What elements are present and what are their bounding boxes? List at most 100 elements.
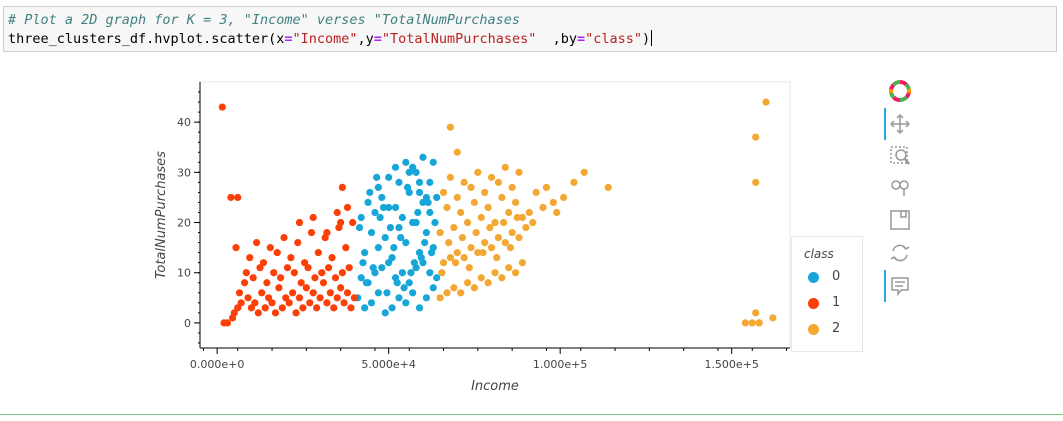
scatter-point-class-0 bbox=[415, 188, 424, 197]
scatter-point-class-2 bbox=[453, 193, 461, 202]
scatter-point-class-0 bbox=[427, 249, 436, 257]
bokeh-logo-icon[interactable] bbox=[888, 79, 912, 103]
scatter-point-class-2 bbox=[453, 249, 461, 257]
scatter-point-class-0 bbox=[409, 289, 417, 297]
y-tick-label: 20 bbox=[177, 217, 191, 230]
scatter-point-class-2 bbox=[501, 163, 509, 171]
scatter-point-class-0 bbox=[378, 264, 386, 272]
scatter-point-class-0 bbox=[386, 223, 394, 232]
scatter-point-class-1 bbox=[287, 254, 295, 262]
scatter-point-class-2 bbox=[748, 319, 756, 327]
code-cell[interactable]: # Plot a 2D graph for K = 3, "Income" ve… bbox=[3, 6, 1057, 52]
scatter-point-class-0 bbox=[374, 183, 382, 191]
scatter-point-class-0 bbox=[398, 269, 406, 277]
scatter-point-class-1 bbox=[234, 193, 242, 202]
scatter-point-class-1 bbox=[263, 279, 271, 287]
scatter-point-class-2 bbox=[542, 183, 551, 191]
scatter-point-class-1 bbox=[292, 309, 300, 317]
plot-toolbar bbox=[882, 74, 918, 374]
scatter-point-class-2 bbox=[472, 228, 480, 237]
scatter-point-class-1 bbox=[325, 264, 333, 272]
scatter-point-class-2 bbox=[498, 274, 506, 282]
scatter-point-class-1 bbox=[338, 183, 346, 191]
scatter-point-class-2 bbox=[460, 178, 468, 186]
scatter-point-class-2 bbox=[741, 319, 750, 327]
scatter-point-class-0 bbox=[391, 163, 400, 171]
scatter-point-class-2 bbox=[498, 193, 506, 202]
scatter-point-class-0 bbox=[422, 193, 430, 202]
scatter-point-class-2 bbox=[450, 284, 458, 292]
hover-tool-icon[interactable] bbox=[884, 270, 912, 302]
scatter-point-class-1 bbox=[295, 294, 304, 302]
scatter-point-class-1 bbox=[266, 244, 274, 252]
scatter-point-class-0 bbox=[388, 304, 396, 312]
scatter-point-class-2 bbox=[491, 269, 499, 277]
scatter-point-class-0 bbox=[426, 178, 434, 186]
code-line-2: three_clusters_df.hvplot.scatter(x="Inco… bbox=[8, 30, 653, 47]
scatter-point-class-2 bbox=[457, 208, 465, 217]
scatter-point-class-2 bbox=[604, 183, 612, 191]
scatter-point-class-1 bbox=[309, 213, 317, 222]
box-zoom-icon[interactable] bbox=[888, 144, 912, 168]
scatter-point-class-2 bbox=[769, 314, 777, 322]
scatter-point-class-2 bbox=[529, 218, 537, 227]
scatter-point-class-2 bbox=[467, 183, 475, 191]
scatter-point-class-0 bbox=[405, 168, 413, 176]
scatter-point-class-0 bbox=[367, 228, 376, 237]
scatter-point-class-1 bbox=[319, 279, 328, 287]
scatter-point-class-0 bbox=[362, 279, 370, 287]
scatter-point-class-2 bbox=[752, 178, 760, 186]
save-icon[interactable] bbox=[888, 208, 912, 232]
scatter-point-class-2 bbox=[506, 244, 515, 252]
scatter-point-class-2 bbox=[762, 98, 770, 106]
scatter-point-class-2 bbox=[467, 244, 475, 252]
scatter-point-class-0 bbox=[405, 279, 413, 287]
scatter-point-class-0 bbox=[415, 178, 424, 186]
legend-swatch-2 bbox=[808, 324, 819, 335]
scatter-point-class-2 bbox=[491, 218, 499, 227]
scatter-point-class-2 bbox=[439, 188, 448, 197]
scatter-point-class-2 bbox=[511, 269, 520, 277]
scatter-point-class-1 bbox=[242, 269, 250, 277]
scatter-point-class-2 bbox=[508, 183, 516, 191]
scatter-point-class-0 bbox=[403, 183, 412, 191]
scatter-point-class-2 bbox=[518, 213, 527, 222]
scatter-point-class-2 bbox=[539, 203, 547, 212]
scatter-point-class-2 bbox=[487, 244, 496, 252]
scatter-point-class-1 bbox=[343, 203, 352, 212]
scatter-plot[interactable]: 0 10 20 30 40 0.000e+0 5.000e+4 1.000e+5 1.500e+… bbox=[0, 52, 880, 412]
scatter-point-class-2 bbox=[443, 289, 451, 297]
scatter-point-class-0 bbox=[357, 274, 365, 282]
legend-title: class bbox=[804, 247, 834, 261]
scatter-point-class-1 bbox=[283, 264, 292, 272]
cell-divider bbox=[0, 414, 1063, 415]
scatter-point-class-0 bbox=[374, 289, 382, 297]
scatter-point-class-1 bbox=[227, 193, 235, 202]
scatter-point-class-2 bbox=[511, 198, 520, 207]
scatter-point-class-0 bbox=[407, 269, 415, 277]
scatter-point-class-1 bbox=[333, 208, 341, 217]
pan-tool-icon[interactable] bbox=[884, 108, 912, 140]
scatter-point-class-2 bbox=[451, 259, 460, 267]
scatter-point-class-0 bbox=[419, 198, 427, 207]
scatter-point-class-2 bbox=[457, 289, 465, 297]
reset-icon[interactable] bbox=[888, 241, 912, 265]
scatter-point-class-0 bbox=[402, 158, 410, 166]
x-tick-label: 1.000e+5 bbox=[533, 358, 587, 371]
scatter-point-class-0 bbox=[357, 213, 365, 222]
y-tick-label: 10 bbox=[177, 267, 191, 280]
plot-frame bbox=[199, 81, 791, 349]
scatter-point-class-1 bbox=[328, 254, 336, 262]
scatter-point-class-1 bbox=[299, 304, 307, 312]
scatter-point-class-0 bbox=[376, 213, 384, 222]
scatter-point-class-1 bbox=[349, 218, 357, 227]
wheel-zoom-icon[interactable] bbox=[888, 175, 912, 199]
scatter-point-class-0 bbox=[397, 233, 405, 242]
scatter-point-class-1 bbox=[297, 279, 305, 287]
scatter-point-class-2 bbox=[515, 233, 523, 242]
scatter-point-class-2 bbox=[486, 223, 494, 232]
scatter-point-class-2 bbox=[508, 228, 516, 237]
scatter-point-class-2 bbox=[463, 218, 472, 227]
scatter-point-class-0 bbox=[395, 294, 403, 302]
scatter-point-class-0 bbox=[381, 233, 389, 242]
